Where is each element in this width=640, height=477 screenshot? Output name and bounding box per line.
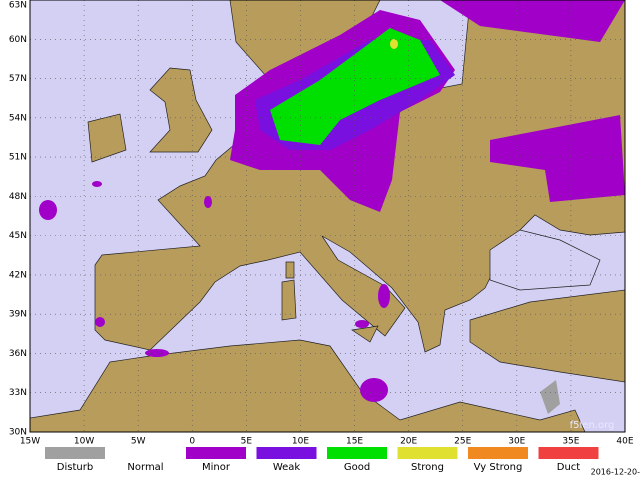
lon-label: 5W xyxy=(131,437,146,447)
legend-swatch xyxy=(468,447,528,459)
lon-label: 5E xyxy=(241,437,253,447)
legend: Disturb Normal Minor Weak Good Strong Vy Stron… xyxy=(45,447,599,473)
legend-swatch xyxy=(327,447,387,459)
legend-label: Duct xyxy=(557,462,581,473)
legend-swatch xyxy=(45,447,105,459)
legend-label: Minor xyxy=(202,462,231,473)
map: f5len.org xyxy=(29,0,626,433)
legend-label: Disturb xyxy=(57,462,93,473)
legend-label: Strong xyxy=(411,462,444,473)
lat-label: 48N xyxy=(9,192,27,202)
legend-swatch xyxy=(115,447,176,459)
lat-label: 33N xyxy=(9,388,27,398)
lon-label: 15W xyxy=(20,437,40,447)
grid xyxy=(30,0,625,432)
map-border xyxy=(29,0,626,433)
legend-swatch xyxy=(397,447,458,459)
lon-label: 15E xyxy=(346,437,363,447)
lat-label: 42N xyxy=(9,270,27,280)
lon-label: 10W xyxy=(74,437,94,447)
ducting-good xyxy=(270,28,440,145)
lat-label: 57N xyxy=(9,74,27,84)
lon-label: 40E xyxy=(616,437,633,447)
disturb xyxy=(540,380,560,414)
legend-label: Weak xyxy=(273,462,301,473)
legend-label: Normal xyxy=(127,462,163,473)
lat-label: 30N xyxy=(9,428,27,438)
lon-label: 0 xyxy=(189,437,195,447)
lat-label: 60N xyxy=(9,35,27,45)
lon-label: 20E xyxy=(400,437,417,447)
ducting-strong xyxy=(390,39,398,49)
legend-swatch xyxy=(186,447,246,459)
lon-label: 25E xyxy=(454,437,471,447)
legend-label: Vy Strong xyxy=(474,462,523,473)
lon-label: 30E xyxy=(508,437,525,447)
lat-label: 39N xyxy=(9,310,27,320)
legend-swatch xyxy=(538,447,599,459)
legend-swatch xyxy=(256,447,317,459)
lat-label: 51N xyxy=(9,153,27,163)
lat-label: 54N xyxy=(9,113,27,123)
legend-label: Good xyxy=(344,462,370,473)
lat-label: 45N xyxy=(9,231,27,241)
lat-label: 63N xyxy=(9,1,27,11)
lon-label: 10E xyxy=(292,437,309,447)
lat-label: 36N xyxy=(9,349,27,359)
lon-label: 35E xyxy=(562,437,579,447)
black-sea xyxy=(489,229,601,291)
watermark: f5len.org xyxy=(570,420,615,431)
date: 2016-12-20- xyxy=(591,468,640,477)
